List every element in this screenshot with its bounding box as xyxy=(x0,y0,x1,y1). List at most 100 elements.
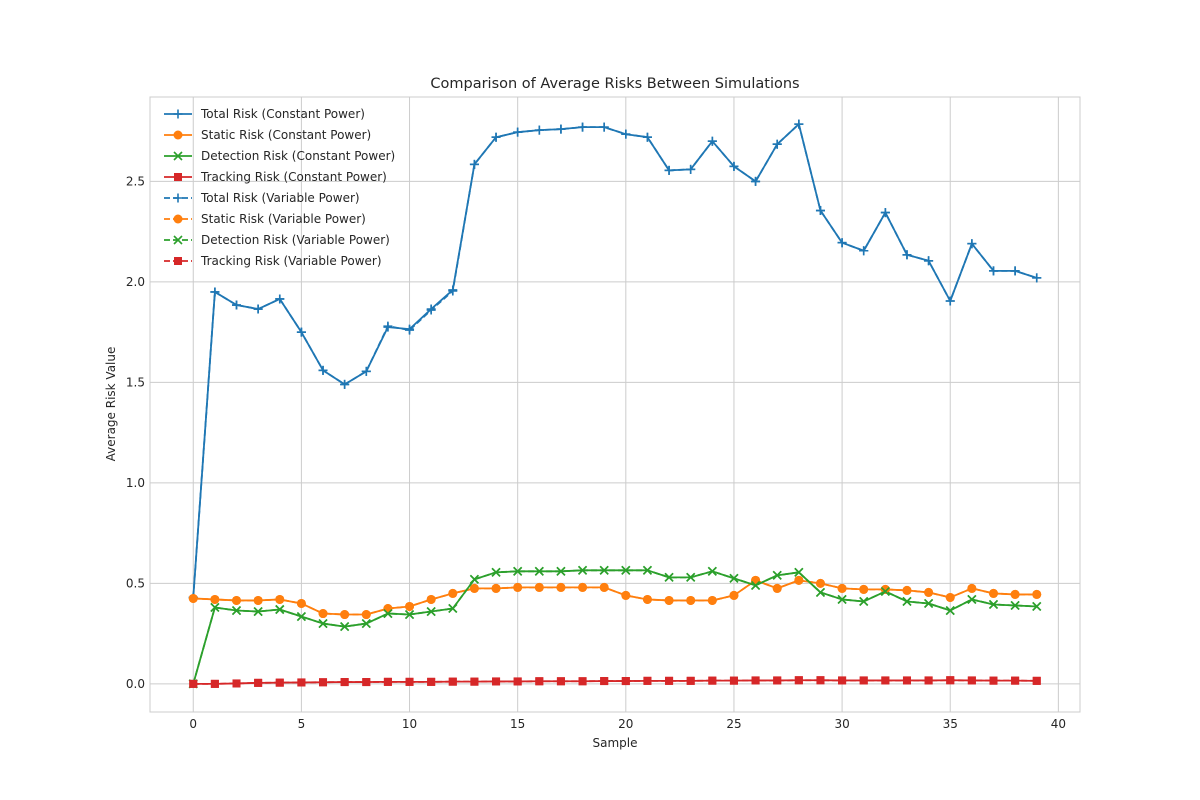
data-point xyxy=(296,327,306,337)
legend-marker xyxy=(173,193,183,203)
data-point xyxy=(253,304,263,314)
data-point xyxy=(642,565,653,575)
legend-marker xyxy=(173,151,183,161)
data-point xyxy=(772,570,782,580)
data-point xyxy=(405,677,414,686)
data-point xyxy=(318,365,328,375)
legend-item: Tracking Risk (Constant Power) xyxy=(164,170,387,184)
data-point xyxy=(599,565,609,575)
data-point xyxy=(988,599,999,610)
y-tick-label: 1.0 xyxy=(126,476,145,490)
data-point xyxy=(210,594,220,604)
series-line xyxy=(193,579,1037,616)
data-point xyxy=(838,676,847,685)
data-point xyxy=(232,300,242,310)
legend-label: Tracking Risk (Variable Power) xyxy=(200,254,382,268)
x-tick-label: 35 xyxy=(943,717,958,731)
data-point xyxy=(600,677,609,686)
data-point xyxy=(448,603,458,614)
data-point xyxy=(880,208,890,218)
tick-labels: 0 5 10 15 20 25 30 35 40 0.0 0.5 1.0 1.5 2.0 2.5 xyxy=(126,174,1066,731)
data-point xyxy=(513,566,523,576)
data-point xyxy=(448,588,458,598)
data-point xyxy=(794,676,803,685)
data-point xyxy=(707,566,717,576)
data-point xyxy=(751,580,761,590)
data-point xyxy=(945,296,955,306)
series-line xyxy=(193,679,1037,685)
data-point xyxy=(254,678,263,687)
data-point xyxy=(296,598,306,608)
data-point xyxy=(880,586,890,596)
data-point xyxy=(664,595,674,605)
data-point xyxy=(902,250,912,260)
data-point xyxy=(686,676,695,685)
legend-label: Total Risk (Variable Power) xyxy=(200,191,360,205)
data-point xyxy=(231,605,242,616)
data-point xyxy=(275,294,285,304)
data-point xyxy=(967,239,977,249)
data-point xyxy=(837,238,847,248)
legend-item: Total Risk (Constant Power) xyxy=(164,107,365,121)
data-point xyxy=(902,676,911,685)
x-tick-label: 10 xyxy=(402,717,417,731)
data-point xyxy=(534,582,544,592)
data-point xyxy=(989,676,998,685)
data-point xyxy=(665,676,674,685)
data-point xyxy=(448,677,457,686)
data-point xyxy=(275,604,285,615)
data-point xyxy=(599,122,609,132)
data-point xyxy=(924,256,934,266)
data-point xyxy=(253,595,263,605)
data-point xyxy=(707,136,717,146)
data-point xyxy=(426,606,436,617)
data-point xyxy=(988,266,998,276)
data-point xyxy=(556,566,566,576)
data-point xyxy=(491,132,501,142)
data-point xyxy=(340,610,350,620)
data-point xyxy=(751,176,761,186)
data-point xyxy=(794,575,804,585)
data-point xyxy=(729,590,739,600)
data-point xyxy=(837,583,847,593)
data-point xyxy=(534,566,544,576)
legend-marker xyxy=(173,109,183,119)
x-axis-label: Sample xyxy=(593,736,638,750)
data-point xyxy=(707,595,717,605)
data-point xyxy=(513,582,523,592)
chart-title: Comparison of Average Risks Between Simu… xyxy=(430,76,799,92)
legend-marker xyxy=(173,130,183,140)
data-point xyxy=(1032,676,1041,685)
x-tick-label: 0 xyxy=(189,717,197,731)
data-point xyxy=(275,594,285,604)
series-7 xyxy=(189,676,1041,688)
data-point xyxy=(621,565,631,575)
data-point xyxy=(470,677,479,686)
data-point xyxy=(492,677,501,686)
data-point xyxy=(469,574,479,584)
legend-marker xyxy=(174,173,182,181)
data-point xyxy=(816,676,825,685)
data-point xyxy=(1032,589,1042,599)
data-point xyxy=(859,596,869,607)
data-point xyxy=(361,366,371,376)
legend-item: Detection Risk (Constant Power) xyxy=(164,149,395,163)
data-point xyxy=(1032,273,1042,283)
plot-area-frame xyxy=(149,96,1081,713)
data-point xyxy=(686,595,696,605)
data-point xyxy=(383,608,393,619)
data-point xyxy=(772,583,782,593)
data-point xyxy=(405,601,415,611)
data-point xyxy=(815,578,825,588)
data-point xyxy=(513,127,523,137)
data-point xyxy=(729,573,739,583)
data-point xyxy=(491,567,501,577)
data-point xyxy=(448,286,458,296)
data-point xyxy=(383,321,393,331)
data-point xyxy=(232,679,241,688)
legend-label: Detection Risk (Constant Power) xyxy=(201,149,395,163)
x-tick-label: 30 xyxy=(834,717,849,731)
data-point xyxy=(296,611,306,622)
data-point xyxy=(988,588,998,598)
